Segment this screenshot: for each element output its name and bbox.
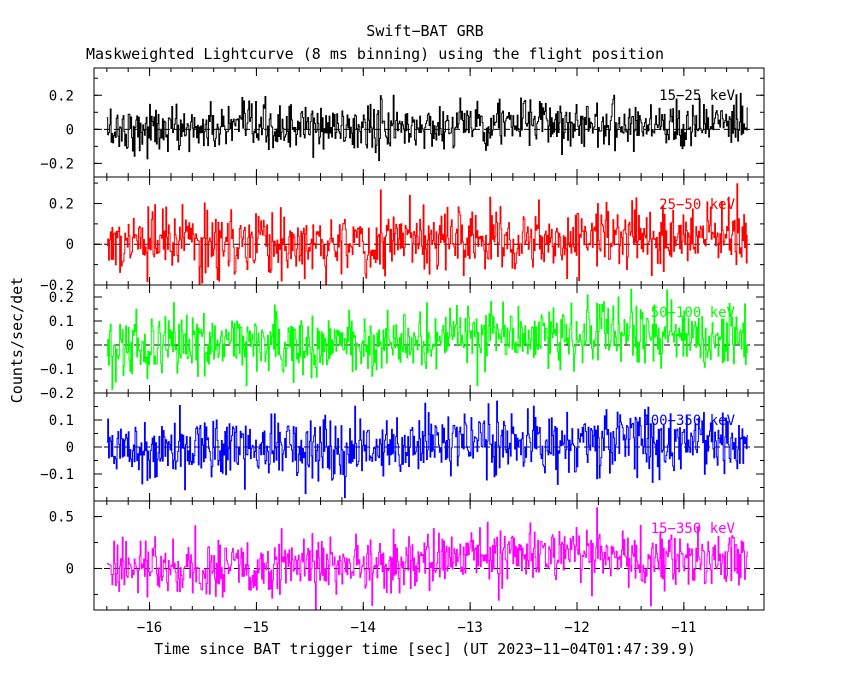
panel-5: 0 0.5 15−350 keV [49,500,765,611]
panels-group: −0.200.2 15−25 keV−0.200.2 25−50 keV−0.2−0… [40,67,765,636]
y-tick-label: −0.1 [40,467,74,483]
y-tick-label: −0.2 [40,386,74,402]
series-trace [106,507,748,610]
y-tick-label: 0.2 [49,290,74,306]
x-tick-label: −12 [564,620,589,636]
band-label: 15−25 keV [659,88,735,104]
y-tick-label: 0.1 [49,413,74,429]
series-trace [106,92,748,162]
band-label: 100−350 keV [642,413,735,429]
series-trace [106,183,748,285]
y-tick-label: 0 [66,237,74,253]
y-tick-label: 0.2 [49,88,74,104]
y-axis-label: Counts/sec/det [8,277,26,403]
x-tick-label: −13 [457,620,482,636]
x-tick-label: −16 [137,620,162,636]
y-tick-label: −0.2 [40,278,74,294]
series-trace [106,400,748,499]
x-tick-label: −15 [244,620,269,636]
chart-title: Swift−BAT GRB [366,22,483,40]
y-tick-label: 0.2 [49,196,74,212]
y-tick-label: −0.1 [40,362,74,378]
band-label: 15−350 keV [651,521,736,537]
panel-2: −0.2 0 0.2 25−50 keV [40,176,765,294]
band-label: 25−50 keV [659,197,735,213]
band-label: 50−100 keV [651,305,736,321]
x-tick-label: −14 [351,620,376,636]
chart-subtitle: Maskweighted Lightcurve (8 ms binning) u… [86,45,664,63]
y-tick-label: 0 [66,561,74,577]
series-trace [106,289,748,390]
y-tick-label: 0 [66,122,74,138]
panel-frame [93,500,765,611]
y-tick-label: 0 [66,440,74,456]
x-tick-label: −11 [671,620,696,636]
y-tick-label: −0.2 [40,156,74,172]
panel-3: −0.2 −0.1 0 0.1 0.2 50−100 keV [40,284,765,402]
y-tick-label: 0.5 [49,510,74,526]
panel-1: −0.2 0 0.2 15−25 keV [40,67,765,178]
y-tick-label: 0.1 [49,314,74,330]
y-tick-label: 0 [66,338,74,354]
x-axis-label: Time since BAT trigger time [sec] (UT 20… [154,640,696,658]
